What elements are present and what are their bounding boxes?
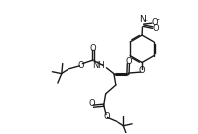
Text: O: O: [103, 112, 110, 121]
Text: O: O: [125, 57, 132, 66]
Text: O: O: [77, 61, 84, 70]
Text: -: -: [157, 15, 160, 24]
Text: O: O: [152, 24, 159, 33]
Text: O: O: [88, 99, 95, 108]
Text: NH: NH: [92, 61, 105, 70]
Text: +: +: [143, 18, 148, 23]
Text: N: N: [139, 15, 146, 24]
Text: O: O: [90, 44, 96, 53]
Text: O: O: [139, 66, 145, 75]
Text: O: O: [151, 18, 158, 27]
